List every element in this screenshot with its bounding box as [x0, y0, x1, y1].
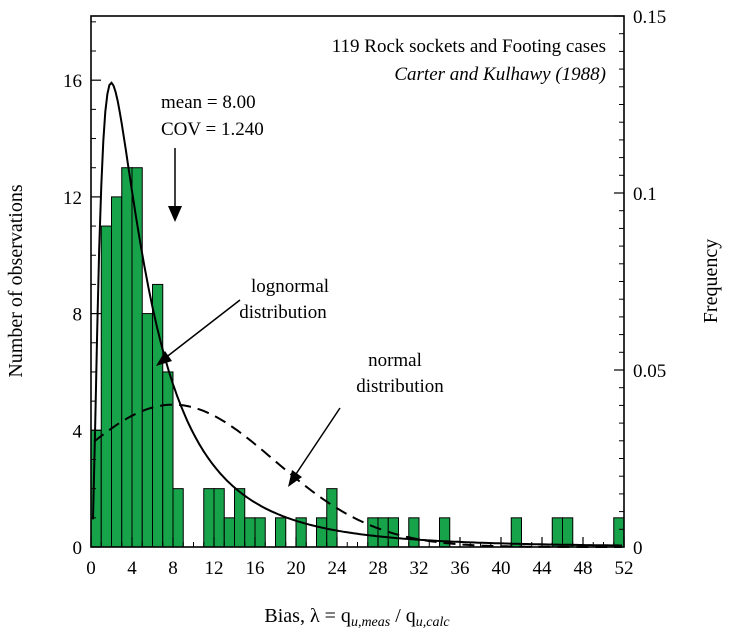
lognormal-label-line2: distribution — [239, 302, 327, 323]
histogram-bar — [254, 517, 266, 548]
x-tick-label: 28 — [369, 558, 388, 579]
histogram-bar — [551, 517, 563, 548]
y-axis-title: Number of observations — [5, 184, 27, 378]
y2-axis-ticks: 0 0.05 0.1 0.15 — [614, 7, 666, 559]
histogram-bar — [203, 488, 215, 548]
histogram-bar — [234, 488, 246, 548]
chart-source: Carter and Kulhawy (1988) — [394, 64, 606, 85]
x-tick-label: 44 — [533, 558, 553, 579]
x-tick-label: 40 — [492, 558, 511, 579]
y2-tick-label: 0 — [633, 538, 643, 559]
normal-label-line2: distribution — [356, 376, 444, 397]
histogram-bar — [223, 517, 235, 548]
histogram-bars — [90, 167, 625, 548]
y-tick-label: 8 — [73, 305, 83, 326]
chart-title: 119 Rock sockets and Footing cases — [332, 36, 606, 57]
histogram-bar — [121, 167, 133, 548]
y2-tick-label: 0.05 — [633, 361, 666, 382]
histogram-bar — [316, 517, 328, 548]
x-axis-title: Bias, λ = qu,meas / qu,calc — [264, 605, 450, 630]
histogram-bar — [141, 313, 153, 548]
histogram-bar — [111, 196, 123, 548]
x-tick-label: 0 — [86, 558, 96, 579]
histogram-bar — [275, 517, 287, 548]
y-tick-label: 16 — [63, 71, 82, 92]
y-axis-ticks: 0 4 8 12 16 — [63, 21, 101, 559]
normal-label-line1: normal — [368, 350, 422, 371]
mean-annotation: mean = 8.00 — [161, 92, 256, 113]
x-tick-label: 24 — [328, 558, 348, 579]
y2-tick-label: 0.1 — [633, 184, 657, 205]
y-tick-label: 0 — [73, 538, 83, 559]
histogram-bar — [408, 517, 420, 548]
histogram-bar — [326, 488, 338, 548]
histogram-bar — [367, 517, 379, 548]
histogram-bar — [613, 517, 625, 548]
y-tick-label: 12 — [63, 188, 82, 209]
x-tick-label: 12 — [205, 558, 224, 579]
histogram-bar — [100, 225, 112, 548]
x-tick-label: 4 — [127, 558, 137, 579]
histogram-bar — [172, 488, 184, 548]
normal-curve — [93, 403, 622, 548]
histogram-bar — [152, 283, 164, 548]
y2-axis-title: Frequency — [700, 239, 722, 323]
lognormal-label-line1: lognormal — [251, 276, 329, 297]
histogram-bar — [562, 517, 574, 548]
cov-annotation: COV = 1.240 — [161, 119, 264, 140]
x-tick-label: 36 — [451, 558, 470, 579]
lognormal-curve — [92, 81, 622, 547]
x-tick-label: 52 — [615, 558, 634, 579]
normal-arrow — [288, 407, 341, 487]
y-tick-label: 4 — [73, 421, 83, 442]
x-tick-label: 16 — [246, 558, 265, 579]
histogram-bar — [244, 517, 256, 548]
mean-arrow — [168, 148, 182, 222]
x-tick-label: 48 — [574, 558, 593, 579]
x-axis-ticks: 0 4 8 12 16 20 24 28 32 36 40 44 48 52 — [86, 537, 634, 579]
histogram-bar — [510, 517, 522, 548]
lognormal-arrow — [156, 299, 241, 366]
y2-tick-label: 0.15 — [633, 7, 666, 28]
x-tick-label: 20 — [287, 558, 306, 579]
x-tick-label: 8 — [168, 558, 178, 579]
histogram-bar — [162, 371, 174, 548]
x-tick-label: 32 — [410, 558, 429, 579]
histogram-bar — [213, 488, 225, 548]
histogram-bar — [377, 517, 389, 548]
